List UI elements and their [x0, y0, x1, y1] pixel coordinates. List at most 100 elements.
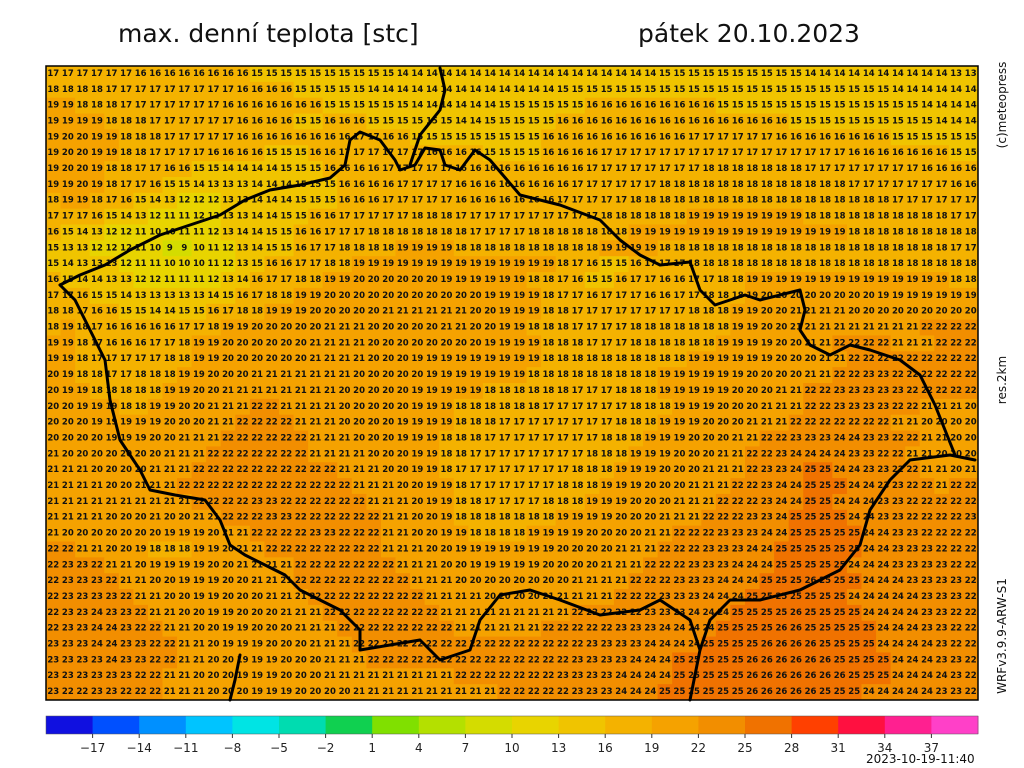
grid-value: 16	[586, 291, 598, 301]
grid-value: 20	[688, 465, 700, 475]
grid-value: 17	[805, 164, 817, 174]
map-date: pátek 20.10.2023	[638, 19, 860, 48]
grid-value: 18	[761, 164, 773, 174]
grid-value: 17	[528, 497, 540, 507]
grid-value: 25	[717, 655, 729, 665]
grid-value: 18	[659, 323, 671, 333]
grid-value: 15	[775, 69, 787, 79]
grid-value: 18	[630, 402, 642, 412]
grid-value: 24	[877, 544, 889, 554]
grid-value: 15	[775, 101, 787, 111]
grid-value: 17	[557, 291, 569, 301]
grid-value: 24	[863, 608, 875, 618]
grid-value: 26	[761, 655, 773, 665]
grid-value: 18	[601, 370, 613, 380]
grid-value: 22	[208, 465, 220, 475]
grid-value: 13	[237, 180, 249, 190]
grid-value: 18	[470, 513, 482, 523]
grid-value: 22	[790, 418, 802, 428]
grid-value: 15	[688, 85, 700, 95]
grid-value: 20	[470, 576, 482, 586]
grid-value: 21	[339, 640, 351, 650]
grid-value: 21	[309, 354, 321, 364]
grid-value: 24	[790, 465, 802, 475]
grid-value: 21	[688, 497, 700, 507]
grid-value: 19	[47, 164, 59, 174]
grid-value: 18	[76, 338, 88, 348]
grid-value: 20	[135, 560, 147, 570]
grid-value: 22	[339, 481, 351, 491]
grid-value: 18	[703, 243, 715, 253]
grid-value: 18	[674, 323, 686, 333]
grid-value: 22	[251, 465, 263, 475]
grid-value: 19	[411, 402, 423, 412]
grid-value: 22	[441, 624, 453, 634]
grid-value: 16	[586, 259, 598, 269]
grid-value: 21	[936, 465, 948, 475]
grid-value: 18	[819, 259, 831, 269]
grid-value: 18	[572, 243, 584, 253]
grid-value: 20	[120, 513, 132, 523]
grid-value: 24	[761, 560, 773, 570]
grid-value: 22	[397, 624, 409, 634]
grid-value: 17	[834, 164, 846, 174]
grid-value: 23	[805, 433, 817, 443]
grid-value: 18	[644, 402, 656, 412]
grid-value: 19	[193, 544, 205, 554]
grid-value: 17	[717, 148, 729, 158]
grid-value: 20	[208, 624, 220, 634]
grid-value: 15	[280, 69, 292, 79]
grid-value: 17	[208, 85, 220, 95]
grid-value: 23	[135, 640, 147, 650]
grid-value: 22	[965, 370, 977, 380]
grid-value: 15	[688, 69, 700, 79]
grid-value: 15	[178, 180, 190, 190]
grid-value: 19	[237, 671, 249, 681]
grid-value: 16	[149, 323, 161, 333]
grid-value: 18	[542, 497, 554, 507]
grid-value: 23	[266, 497, 278, 507]
grid-value: 14	[907, 85, 919, 95]
grid-value: 25	[819, 513, 831, 523]
grid-value: 25	[746, 608, 758, 618]
grid-value: 10	[149, 243, 161, 253]
grid-value: 19	[761, 354, 773, 364]
grid-value: 16	[237, 101, 249, 111]
grid-value: 20	[732, 386, 744, 396]
grid-cell	[308, 66, 324, 83]
grid-value: 22	[513, 640, 525, 650]
grid-value: 15	[280, 227, 292, 237]
grid-value: 22	[688, 529, 700, 539]
grid-value: 17	[601, 291, 613, 301]
grid-value: 24	[921, 671, 933, 681]
grid-value: 25	[834, 640, 846, 650]
grid-value: 21	[47, 465, 59, 475]
grid-value: 12	[135, 275, 147, 285]
grid-value: 24	[790, 481, 802, 491]
grid-value: 15	[309, 85, 321, 95]
grid-value: 22	[659, 544, 671, 554]
grid-value: 22	[149, 655, 161, 665]
grid-value: 20	[659, 465, 671, 475]
grid-value: 19	[91, 132, 103, 142]
grid-value: 19	[411, 465, 423, 475]
grid-value: 19	[775, 227, 787, 237]
grid-value: 24	[717, 576, 729, 586]
grid-value: 26	[790, 608, 802, 618]
grid-value: 19	[746, 212, 758, 222]
grid-value: 23	[950, 671, 962, 681]
grid-value: 22	[193, 465, 205, 475]
grid-value: 14	[426, 85, 438, 95]
grid-value: 14	[76, 227, 88, 237]
grid-value: 17	[586, 338, 598, 348]
grid-value: 16	[309, 227, 321, 237]
grid-value: 22	[513, 655, 525, 665]
grid-value: 19	[426, 243, 438, 253]
grid-value: 16	[353, 180, 365, 190]
grid-value: 22	[411, 624, 423, 634]
grid-value: 23	[877, 513, 889, 523]
grid-cell	[264, 66, 280, 83]
grid-value: 15	[513, 101, 525, 111]
grid-value: 21	[411, 544, 423, 554]
grid-value: 15	[470, 132, 482, 142]
